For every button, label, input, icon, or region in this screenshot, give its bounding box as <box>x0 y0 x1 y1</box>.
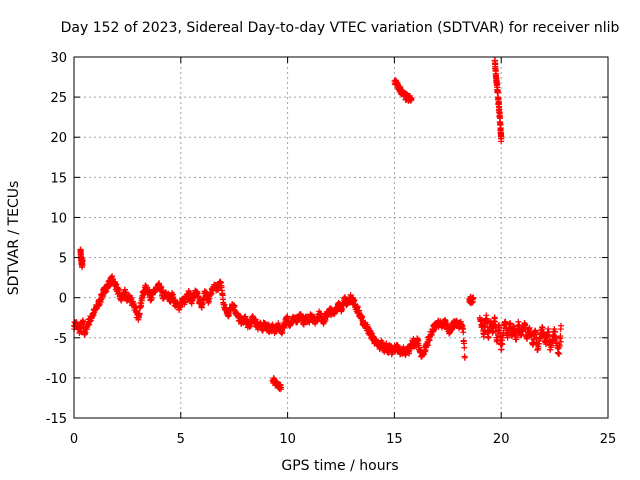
data-point <box>558 322 565 329</box>
data-point <box>556 342 563 349</box>
data-point <box>461 344 468 351</box>
data-point <box>499 341 506 348</box>
data-point <box>278 384 285 391</box>
y-tick-label: -5 <box>54 332 67 347</box>
x-tick-label: 10 <box>279 432 296 447</box>
data-point <box>252 316 259 323</box>
data-point <box>498 135 505 142</box>
data-point <box>557 333 564 340</box>
y-tick-label: -15 <box>46 412 67 427</box>
x-tick-label: 0 <box>70 432 78 447</box>
data-point <box>470 294 477 301</box>
data-point <box>485 334 492 341</box>
y-tick-label: 5 <box>59 252 67 267</box>
data-point <box>205 298 212 305</box>
data-point <box>498 346 505 353</box>
y-tick-label: 15 <box>50 171 67 186</box>
x-tick-label: 15 <box>386 432 403 447</box>
data-point <box>552 329 559 336</box>
y-tick-label: 30 <box>50 51 67 66</box>
x-tick-label: 25 <box>600 432 617 447</box>
x-tick-label: 20 <box>493 432 510 447</box>
data-point <box>531 339 538 345</box>
data-point <box>195 293 202 300</box>
axis-ticks: 0 5 10 15 20 25 -15 -10 -5 0 5 10 15 20 25 30 <box>46 51 617 447</box>
y-tick-label: -10 <box>46 372 67 387</box>
data-point <box>158 287 165 294</box>
data-point <box>206 295 213 302</box>
data-point <box>513 334 520 341</box>
y-tick-label: 20 <box>50 131 67 146</box>
data-point <box>99 293 106 300</box>
data-point <box>539 324 546 331</box>
data-points <box>71 57 565 393</box>
data-point <box>558 338 565 345</box>
data-point <box>556 350 563 357</box>
data-point <box>79 257 86 264</box>
data-point <box>552 333 559 340</box>
x-axis-label: GPS time / hours <box>281 458 398 474</box>
data-point <box>242 313 249 320</box>
y-tick-label: 0 <box>59 292 67 307</box>
data-point <box>461 354 468 361</box>
chart-title: Day 152 of 2023, Sidereal Day-to-day VTE… <box>61 20 620 36</box>
x-tick-label: 5 <box>177 432 185 447</box>
y-tick-label: 10 <box>50 211 67 226</box>
data-point <box>460 329 467 336</box>
data-point <box>80 318 87 325</box>
data-point <box>408 96 415 103</box>
plot-frame <box>73 56 609 419</box>
y-axis-label: SDTVAR / TECUs <box>6 181 22 296</box>
data-point <box>136 310 143 317</box>
y-tick-label: 25 <box>50 91 67 106</box>
